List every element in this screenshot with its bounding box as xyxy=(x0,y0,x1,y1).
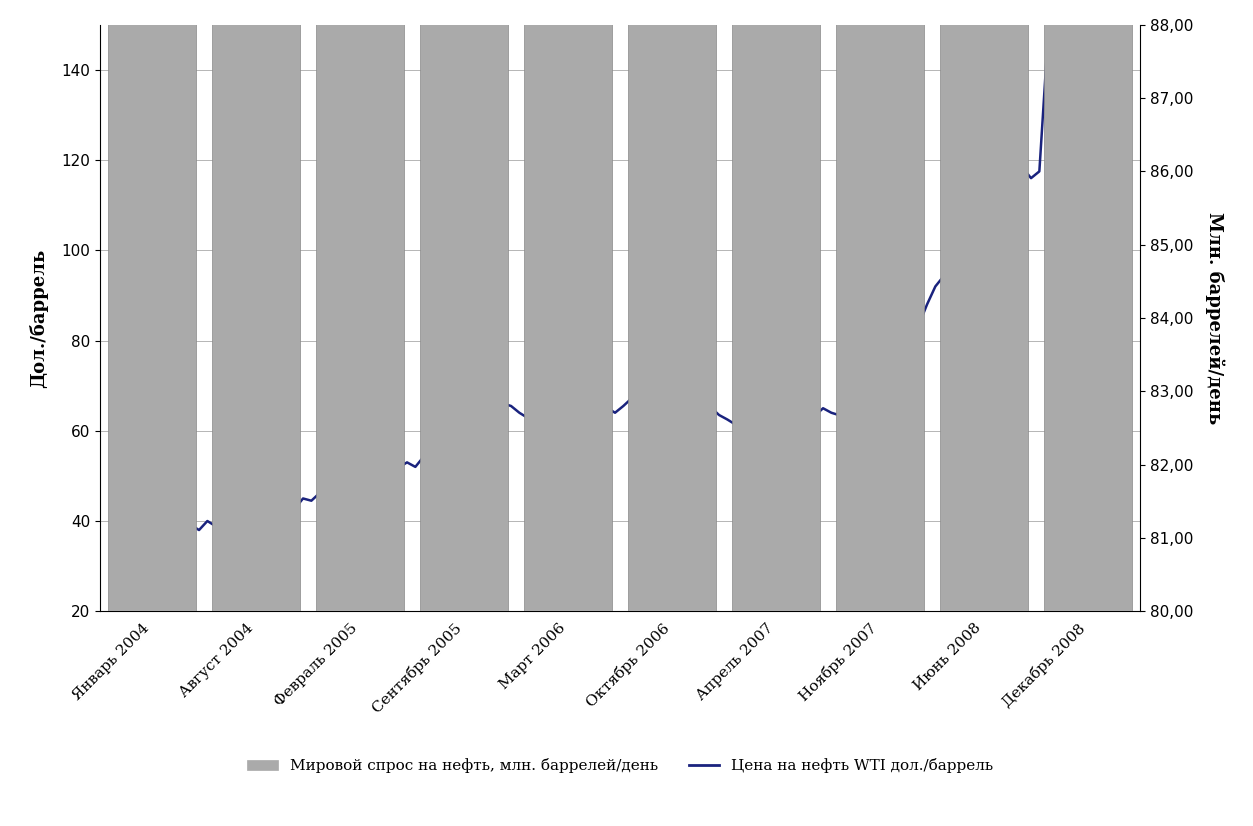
Bar xyxy=(108,0,197,611)
Y-axis label: Млн. баррелей/день: Млн. баррелей/день xyxy=(1204,212,1224,424)
Bar xyxy=(940,0,1029,611)
Bar xyxy=(732,0,821,611)
Bar xyxy=(524,0,613,611)
Bar xyxy=(1044,0,1133,611)
Y-axis label: Дол./баррель: Дол./баррель xyxy=(29,249,48,387)
Bar xyxy=(212,0,301,611)
Bar xyxy=(316,0,405,611)
Bar xyxy=(628,0,717,611)
Legend: Мировой спрос на нефть, млн. баррелей/день, Цена на нефть WTI дол./баррель: Мировой спрос на нефть, млн. баррелей/де… xyxy=(241,752,1000,780)
Bar xyxy=(836,0,925,611)
Bar xyxy=(420,0,509,611)
